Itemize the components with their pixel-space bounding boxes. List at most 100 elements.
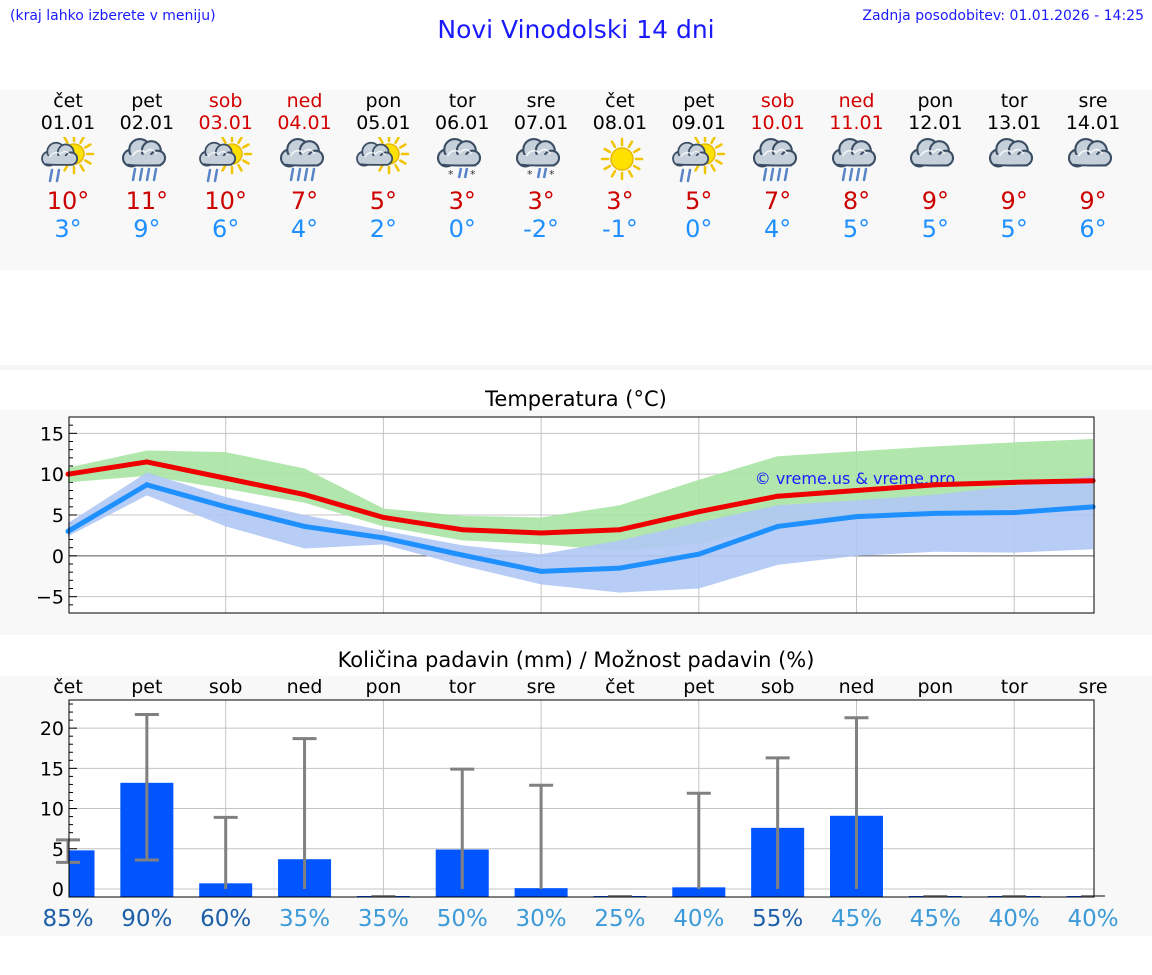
series-max-point — [854, 488, 859, 493]
precipitation-chart-title: Količina padavin (mm) / Možnost padavin … — [337, 648, 815, 672]
rain-bar — [672, 887, 726, 897]
day-name: čet — [53, 90, 83, 112]
rain-drop — [783, 167, 788, 182]
sun-ray — [84, 143, 92, 149]
rain-drop — [464, 167, 469, 179]
sun-ray — [236, 137, 243, 144]
day-name: sre — [1078, 90, 1108, 112]
series-max-point — [380, 514, 386, 520]
cloud-shape — [1067, 138, 1113, 168]
temp-max: 3° — [606, 187, 634, 215]
plot-frame — [68, 416, 1095, 614]
day-column: sob 10.01 7° 4° — [738, 90, 818, 243]
temperature-chart-title: Temperatura (°C) — [485, 387, 667, 411]
day-date: 08.01 — [592, 112, 648, 134]
x-category-label: čet — [605, 676, 635, 698]
temp-max: 8° — [842, 187, 871, 215]
series-min-point — [223, 504, 229, 510]
temp-min: 6° — [1079, 215, 1107, 243]
precipitation-probability: 40% — [673, 906, 724, 932]
day-column: pet 02.01 11° 9° — [107, 90, 187, 243]
temp-min: 9° — [133, 215, 161, 243]
sun-ray — [63, 137, 69, 144]
day-name: čet — [605, 90, 635, 112]
cloud-outline — [360, 163, 390, 166]
day-column: čet 01.01 10° 3° — [28, 90, 108, 243]
rain-drop — [213, 168, 218, 183]
y-tick-label: 15 — [40, 423, 64, 445]
cloud-base — [917, 154, 949, 166]
day-date: 03.01 — [198, 112, 253, 134]
cloud-highlight — [49, 150, 71, 158]
cloud-outline — [202, 163, 232, 166]
cloud-outline — [675, 163, 705, 166]
sun-ray — [79, 164, 85, 172]
series-max-point — [1011, 479, 1017, 485]
series-min-point — [380, 535, 386, 541]
cloud-outline — [441, 163, 477, 167]
rain-drop — [848, 167, 853, 182]
y-tick-label: −5 — [36, 587, 64, 609]
cloud-base — [204, 155, 231, 165]
temp-max: 9° — [921, 187, 949, 215]
temp-min: 4° — [290, 215, 319, 243]
sun-ray — [378, 137, 385, 144]
cloud-rain-icon — [279, 138, 324, 182]
max-range-band — [68, 439, 1094, 551]
x-category-label: tor — [1001, 676, 1028, 698]
cloud-outline — [44, 163, 74, 166]
temp-max: 5° — [369, 187, 398, 215]
cloud-base — [759, 154, 791, 166]
series-max-point — [1090, 478, 1096, 484]
rain-drop — [310, 167, 315, 182]
cloud-base — [678, 155, 704, 165]
temp-max: 3° — [448, 187, 476, 215]
temp-min: 3° — [54, 215, 82, 243]
day-column: pon 05.01 5° 2° — [343, 90, 423, 243]
sun-ray — [610, 140, 617, 149]
temp-max: 7° — [290, 187, 319, 215]
daily-forecast-strip: čet 01.01 10° 3° pet 02.01 11° 9° sob 03.01 10° 6° n… — [0, 90, 1152, 270]
series-max-point — [223, 475, 229, 481]
day-date: 07.01 — [513, 112, 569, 134]
temp-max: 7° — [764, 187, 792, 215]
sun-ray — [236, 164, 243, 172]
rain-drop — [458, 167, 463, 179]
cloud-highlight — [762, 148, 788, 157]
day-column: ned 04.01 7° 4° — [265, 90, 345, 243]
x-category-label: pet — [131, 676, 162, 698]
temp-min: -1° — [601, 215, 638, 243]
sun-ray — [378, 164, 385, 172]
cloud-highlight — [1077, 148, 1104, 157]
temp-min: 6° — [212, 215, 240, 243]
rain-drop — [303, 167, 308, 182]
precipitation-probability: 35% — [279, 906, 330, 932]
rain-bar — [199, 883, 253, 897]
day-name: sob — [208, 90, 243, 112]
rain-bar — [69, 850, 95, 897]
temp-min: -2° — [523, 215, 560, 243]
y-tick-label: 5 — [52, 839, 64, 861]
temperature-chart: −5 0 5 10 15 © vreme.us & vreme.pro — [36, 416, 1096, 614]
x-category-label: pet — [683, 676, 714, 698]
cloud-highlight — [920, 148, 946, 157]
y-tick-label: 10 — [40, 464, 64, 486]
cloud-icon — [1067, 138, 1113, 168]
watermark: © vreme.us & vreme.pro — [755, 469, 956, 488]
series-max-point — [775, 493, 781, 499]
rain-drop — [686, 168, 692, 183]
y-tick-label: 0 — [52, 546, 64, 568]
y-tick-label: 15 — [40, 758, 64, 780]
cloud-sleet-icon: * * — [516, 138, 561, 181]
rain-drop — [145, 167, 151, 182]
cloud-shape — [279, 138, 324, 168]
sun-disc — [610, 147, 634, 171]
temp-max: 9° — [1000, 187, 1028, 215]
cloud-highlight — [998, 148, 1025, 157]
plot-area — [69, 700, 1094, 897]
cloud-shape — [671, 141, 709, 167]
cloud-shape — [910, 138, 955, 168]
series-max-point — [617, 527, 623, 533]
cloud-highlight — [207, 150, 229, 158]
sun-cloud-rain-icon — [671, 137, 726, 183]
